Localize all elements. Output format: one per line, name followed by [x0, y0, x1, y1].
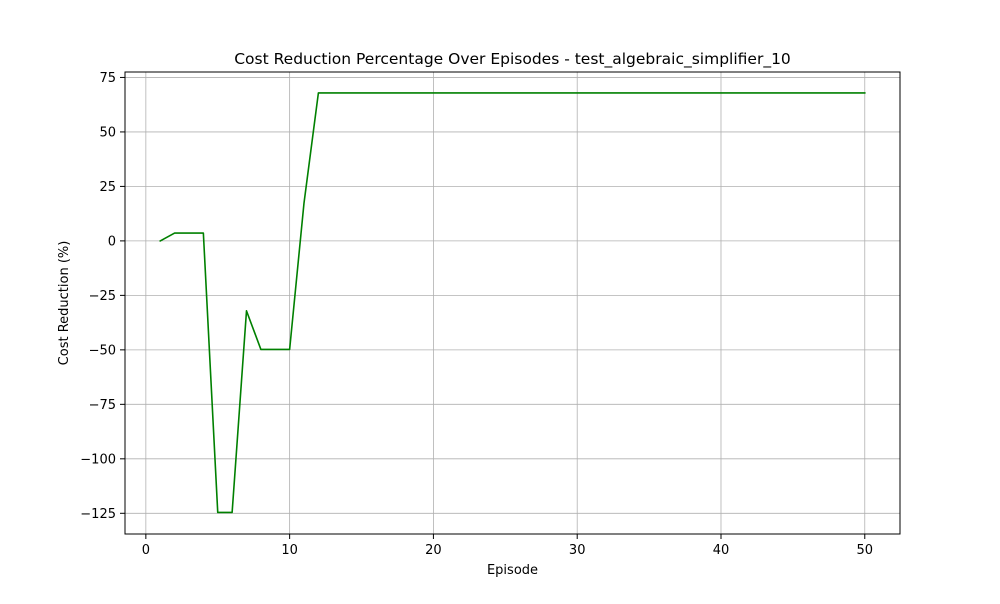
y-tick-label: 0 [108, 234, 116, 249]
y-tick-label: 25 [99, 180, 116, 195]
x-tick-label: 10 [281, 543, 298, 558]
series-line-0 [159, 92, 866, 514]
x-tick-label: 0 [142, 543, 150, 558]
x-tick-label: 30 [569, 543, 586, 558]
y-axis-label: Cost Reduction (%) [57, 241, 72, 366]
x-axis-label: Episode [487, 563, 538, 578]
axis-ticks: 0 10 20 30 40 50 75 50 25 0 −25 −50 −75 −100 −125 [80, 71, 873, 558]
y-tick-label: 50 [99, 125, 116, 140]
y-tick-label: −25 [89, 289, 116, 304]
chart-title: Cost Reduction Percentage Over Episodes … [234, 50, 791, 69]
y-tick-label: −50 [89, 343, 116, 358]
y-tick-label: 75 [99, 71, 116, 86]
y-tick-label: −125 [80, 507, 116, 522]
series-lines [159, 92, 866, 514]
y-tick-label: −75 [89, 398, 116, 413]
y-tick-label: −100 [80, 452, 116, 467]
x-tick-label: 40 [713, 543, 730, 558]
x-tick-label: 20 [425, 543, 442, 558]
x-tick-label: 50 [856, 543, 873, 558]
grid-lines [125, 72, 900, 534]
plot-frame [124, 71, 901, 535]
